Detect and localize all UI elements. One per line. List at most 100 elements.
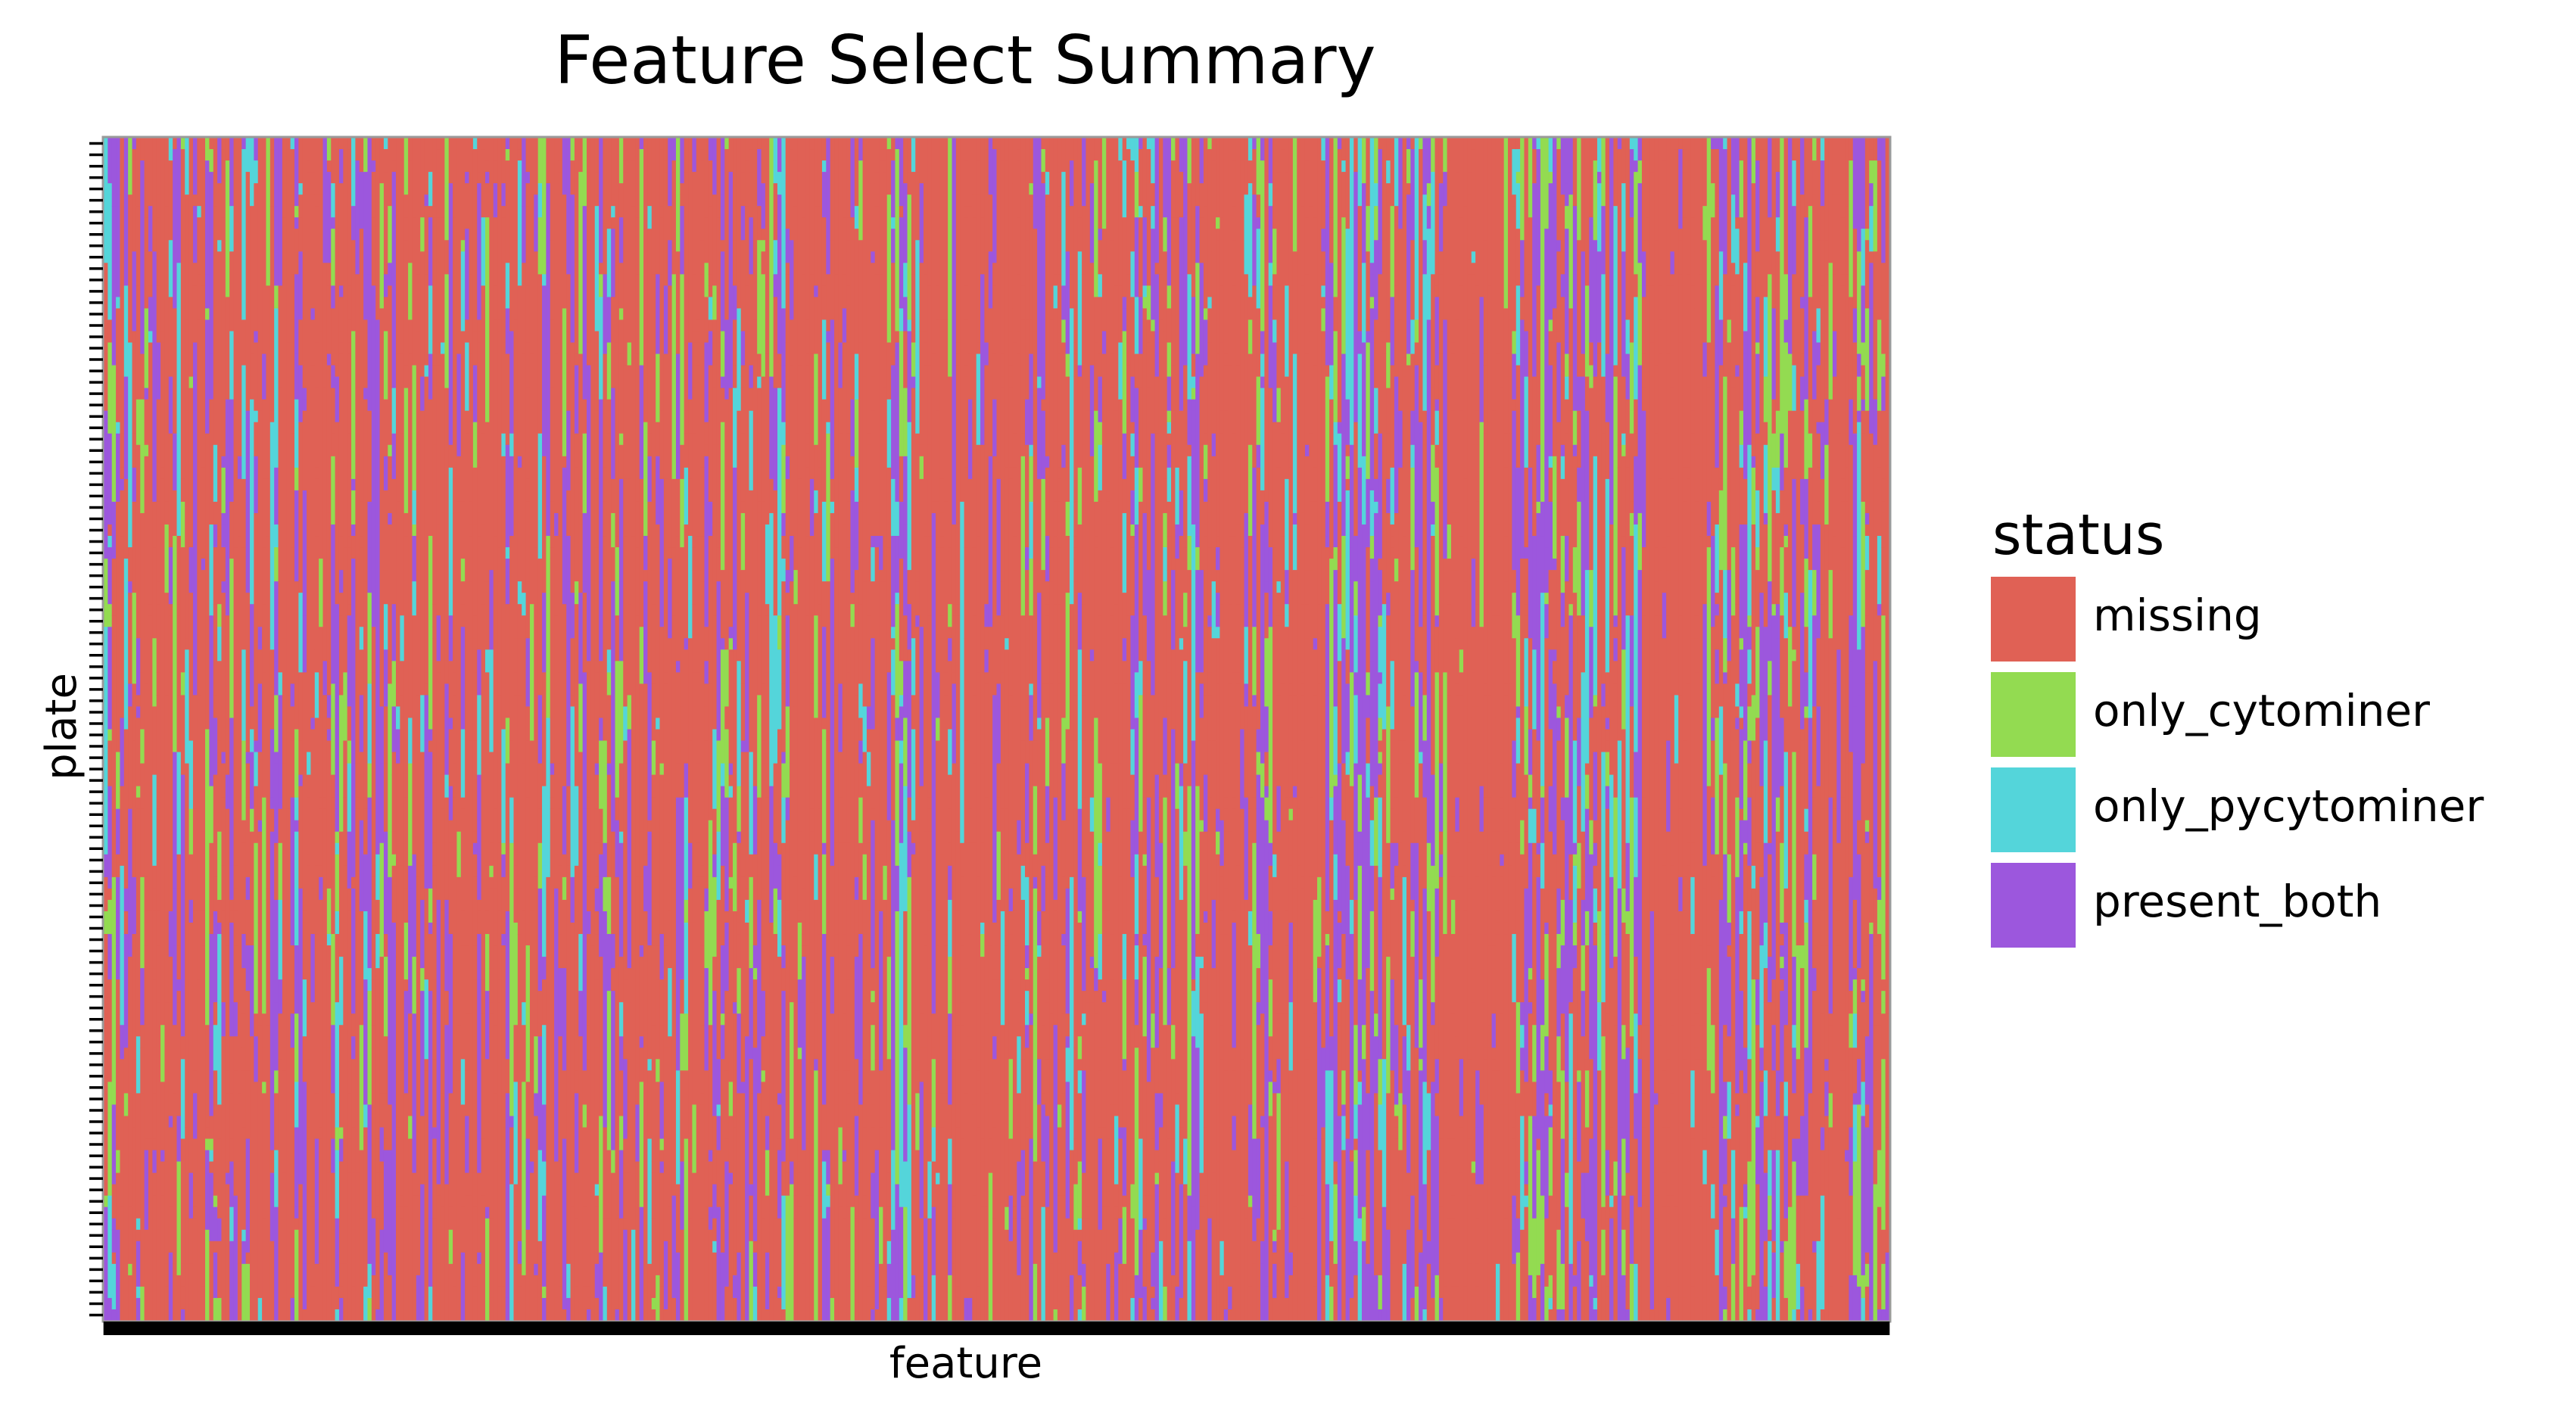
heatmap-cell-89-4 (465, 183, 470, 229)
heatmap-cell-115-50 (570, 706, 575, 878)
heatmap-cell-55-100 (326, 1275, 332, 1322)
heatmap-cell-158-79 (745, 1036, 750, 1116)
heatmap-cell-4-33 (120, 512, 125, 537)
heatmap-cell-203-27 (927, 444, 933, 537)
heatmap-cell-147-65 (700, 876, 706, 946)
heatmap-cell-154-92 (728, 1184, 734, 1231)
heatmap-cell-251-69 (1122, 922, 1127, 935)
heatmap-cell-28-41 (217, 604, 223, 627)
heatmap-cell-143-3 (684, 172, 689, 412)
heatmap-cell-173-26 (805, 433, 811, 446)
heatmap-cell-101-44 (513, 638, 519, 673)
heatmap-cell-23-28 (197, 456, 202, 582)
heatmap-cell-223-29 (1008, 467, 1014, 480)
heatmap-cell-67-95 (375, 1218, 381, 1310)
heatmap-cell-76-77 (412, 1013, 417, 1116)
heatmap-cell-162-50 (761, 706, 766, 730)
heatmap-cell-215-5 (976, 195, 981, 309)
heatmap-cell-63-43 (359, 627, 364, 650)
heatmap-cell-228-57 (1029, 786, 1034, 833)
heatmap-cell-38-54 (257, 752, 263, 821)
heatmap-cell-187-33 (862, 512, 867, 559)
heatmap-cell-17-78 (173, 1025, 178, 1094)
heatmap-cell-63-60 (359, 820, 364, 912)
heatmap-cell-177-0 (821, 138, 827, 161)
heatmap-cell-42-13 (274, 285, 279, 309)
heatmap-cell-187-93 (862, 1195, 867, 1219)
heatmap-cell-203-86 (927, 1116, 933, 1163)
heatmap-cell-202-67 (924, 899, 928, 935)
heatmap-cell-91-82 (472, 1070, 478, 1116)
heatmap-cell-149-94 (708, 1206, 713, 1231)
heatmap-cell-84-75 (444, 991, 450, 1026)
heatmap-cell-149-32 (708, 501, 713, 537)
heatmap-cell-38-0 (257, 138, 263, 173)
heatmap-cell-146-47 (696, 672, 701, 718)
heatmap-cell-169-27 (790, 444, 795, 491)
heatmap-cell-229-99 (1033, 1263, 1038, 1322)
heatmap-cell-117-40 (578, 593, 584, 684)
heatmap-cell-149-90 (708, 1161, 713, 1208)
heatmap-cell-186-48 (858, 683, 864, 718)
heatmap-cell-124-23 (606, 399, 612, 412)
heatmap-cell-40-78 (266, 1025, 271, 1242)
heatmap-cell-150-72 (712, 957, 718, 992)
heatmap-cell-103-83 (522, 1082, 527, 1276)
heatmap-cell-34-73 (241, 968, 247, 1014)
heatmap-cell-81-86 (432, 1116, 438, 1128)
heatmap-cell-17-100 (173, 1275, 178, 1322)
heatmap-cell-196-55 (899, 763, 904, 844)
heatmap-cell-64-16 (363, 319, 369, 389)
heatmap-cell-106-46 (534, 661, 539, 718)
heatmap-cell-95-62 (489, 842, 494, 867)
heatmap-cell-175-14 (814, 297, 819, 355)
heatmap-cell-71-54 (391, 752, 397, 776)
heatmap-cell-150-103 (712, 1309, 718, 1322)
heatmap-cell-87-61 (456, 831, 462, 878)
heatmap-cell-98-4 (501, 183, 506, 207)
heatmap-cell-4-78 (120, 1025, 125, 1060)
heatmap-cell-212-98 (964, 1252, 969, 1299)
heatmap-cell-154-43 (728, 627, 734, 639)
heatmap-cell-109-0 (546, 138, 551, 184)
heatmap-cell-107-55 (537, 763, 543, 810)
heatmap-cell-41-89 (269, 1150, 275, 1174)
heatmap-cell-238-2 (1070, 160, 1074, 207)
heatmap-cell-189-11 (871, 263, 876, 309)
heatmap-cell-8-59 (135, 808, 141, 1037)
heatmap-cell-174-79 (809, 1036, 815, 1082)
heatmap-cell-92-49 (477, 695, 482, 776)
heatmap-cell-232-3 (1045, 172, 1050, 195)
heatmap-cell-146-38 (696, 570, 701, 673)
heatmap-cell-147-97 (700, 1241, 706, 1322)
heatmap-cell-209-89 (952, 1150, 957, 1208)
heatmap-cell-80-35 (428, 536, 433, 730)
heatmap-cell-184-80 (850, 1048, 855, 1208)
heatmap-cell-17-39 (173, 581, 178, 753)
heatmap-cell-11-42 (148, 615, 153, 912)
heatmap-cell-211-76 (960, 1002, 965, 1026)
heatmap-cell-170-6 (793, 206, 799, 229)
heatmap-cell-11-89 (148, 1150, 153, 1163)
heatmap-cell-111-90 (554, 1161, 559, 1253)
heatmap-cell-69-70 (383, 934, 388, 957)
heatmap-cell-247-68 (1106, 911, 1111, 946)
heatmap-cell-81-0 (432, 138, 438, 184)
heatmap-cell-255-8 (1138, 229, 1144, 297)
heatmap-cell-56-88 (331, 1138, 336, 1174)
heatmap-cell-89-18 (465, 342, 470, 412)
heatmap-cell-26-97 (209, 1241, 214, 1276)
heatmap-cell-157-83 (740, 1082, 746, 1094)
heatmap-cell-45-75 (286, 991, 291, 1037)
heatmap-cell-162-70 (761, 934, 766, 957)
heatmap-cell-208-72 (948, 957, 953, 1003)
heatmap-cell-236-0 (1061, 138, 1067, 173)
heatmap-cell-79-53 (424, 740, 429, 799)
heatmap-cell-215-27 (976, 444, 981, 491)
heatmap-cell-228-17 (1029, 331, 1034, 355)
heatmap-cell-64-89 (363, 1150, 369, 1287)
heatmap-cell-28-32 (217, 501, 223, 537)
heatmap-cell-141-63 (675, 854, 681, 867)
heatmap-cell-213-75 (967, 991, 973, 1037)
heatmap-cell-208-44 (948, 638, 953, 662)
